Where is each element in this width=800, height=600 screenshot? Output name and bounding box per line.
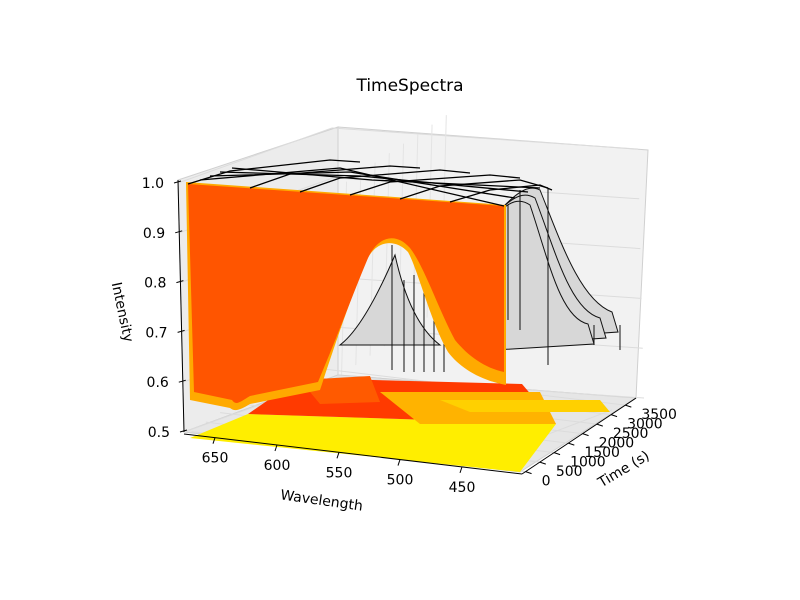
x-tick — [336, 452, 340, 459]
main-surface — [186, 182, 506, 411]
y-tick-label: 500 — [556, 464, 583, 480]
wire-row — [449, 184, 553, 203]
y-tick-label: 0 — [542, 474, 551, 490]
x-axis: 650 600 550 500 450 — [183, 433, 523, 496]
z-tick — [179, 429, 188, 433]
wire-traces — [391, 188, 621, 372]
floor-surface — [190, 376, 610, 472]
z-tick-label: 0.8 — [144, 276, 166, 292]
z-tick — [173, 180, 182, 184]
y-tick-label: 1000 — [570, 455, 606, 471]
z-axis: 0.5 0.6 0.7 0.8 0.9 1.0 — [142, 176, 188, 441]
z-tick-label: 0.5 — [148, 425, 170, 441]
chart-title: TimeSpectra — [355, 76, 463, 96]
spectrum-line — [338, 253, 442, 346]
y-tick — [568, 442, 575, 446]
wire-col — [209, 171, 516, 199]
z-grid-line — [177, 127, 333, 184]
y-tick-label: 2500 — [613, 426, 649, 442]
wire-row — [349, 174, 521, 196]
top-wireframe — [187, 159, 553, 207]
x-tick — [459, 466, 463, 474]
z-tick-label: 0.9 — [143, 226, 165, 242]
wire-col — [199, 167, 505, 207]
z-grid-line — [331, 127, 639, 150]
y-tick — [553, 452, 561, 456]
y-tick — [625, 404, 632, 408]
z-axis-label: Intensity — [108, 281, 136, 344]
y-tick-label: 3000 — [627, 417, 663, 433]
x-tick-label: 450 — [449, 480, 476, 496]
x-tick-label: 600 — [264, 458, 291, 474]
z-tick-label: 1.0 — [142, 176, 164, 192]
wire-col — [231, 167, 541, 189]
floor-yellow-band — [190, 414, 556, 472]
x-axis-label: Wavelength — [279, 487, 363, 514]
wire-row — [187, 159, 361, 185]
y-tick — [539, 461, 546, 465]
y-tick — [596, 423, 603, 427]
x-tick — [397, 459, 401, 466]
y-axis-line — [521, 397, 637, 475]
z-tick — [175, 230, 183, 234]
wire-row — [399, 179, 549, 200]
y-tick-label: 2000 — [599, 436, 635, 452]
floor-amber-band — [440, 400, 610, 412]
y-tick-label: 3500 — [641, 407, 677, 423]
y-tick — [525, 471, 532, 475]
x-axis-line — [183, 433, 523, 475]
z-tick — [178, 379, 186, 383]
wire-row — [249, 165, 421, 189]
z-axis-line — [177, 179, 185, 433]
x-tick-label: 550 — [326, 465, 353, 481]
wire-row — [299, 169, 471, 193]
x-tick-label: 500 — [387, 473, 414, 489]
y-tick — [610, 414, 618, 418]
x-tick — [274, 444, 278, 452]
x-tick — [212, 437, 216, 444]
z-tick-label: 0.7 — [145, 325, 167, 341]
wire-col — [219, 171, 529, 193]
z-tick — [177, 329, 185, 333]
y-tick — [582, 433, 589, 437]
surface-face — [188, 184, 504, 403]
y-tick-label: 1500 — [584, 445, 620, 461]
x-tick-label: 650 — [202, 451, 229, 467]
z-tick — [176, 280, 184, 284]
z-tick-label: 0.6 — [147, 375, 169, 391]
